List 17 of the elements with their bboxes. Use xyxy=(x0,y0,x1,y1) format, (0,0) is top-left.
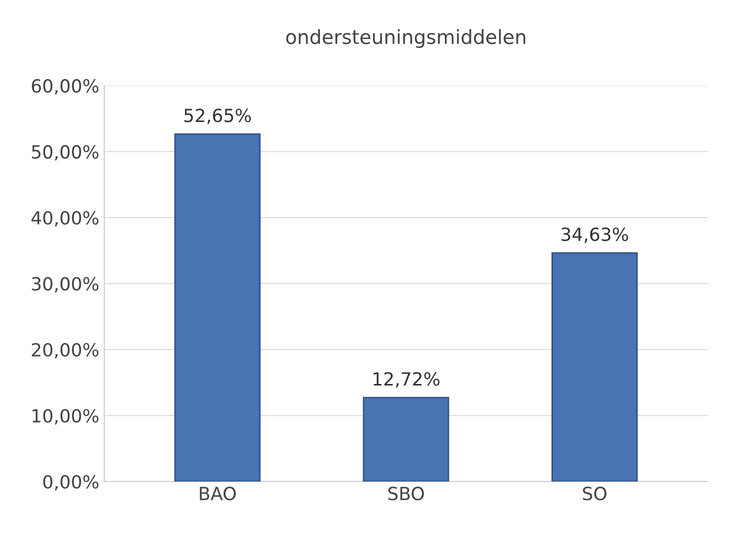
y-tick-label: 30,00% xyxy=(32,277,98,293)
data-label: 12,72% xyxy=(374,372,440,388)
y-tick-label: 0,00% xyxy=(43,474,98,490)
x-tick-label: BAO xyxy=(200,486,236,500)
bar xyxy=(174,133,261,482)
bar xyxy=(362,396,450,482)
y-tick-label: 60,00% xyxy=(32,79,98,95)
chart-title: ondersteuningsmiddelen xyxy=(286,29,526,48)
data-label: 34,63% xyxy=(562,228,628,244)
data-label: 52,65% xyxy=(184,108,251,124)
y-tick-label: 20,00% xyxy=(32,342,98,358)
y-tick-label: 10,00% xyxy=(32,408,98,424)
y-tick-label: 50,00% xyxy=(32,145,98,161)
bar xyxy=(551,252,638,482)
x-tick-label: SO xyxy=(582,486,606,500)
x-tick-label: SBO xyxy=(388,486,424,500)
y-tick-label: 40,00% xyxy=(31,211,98,227)
